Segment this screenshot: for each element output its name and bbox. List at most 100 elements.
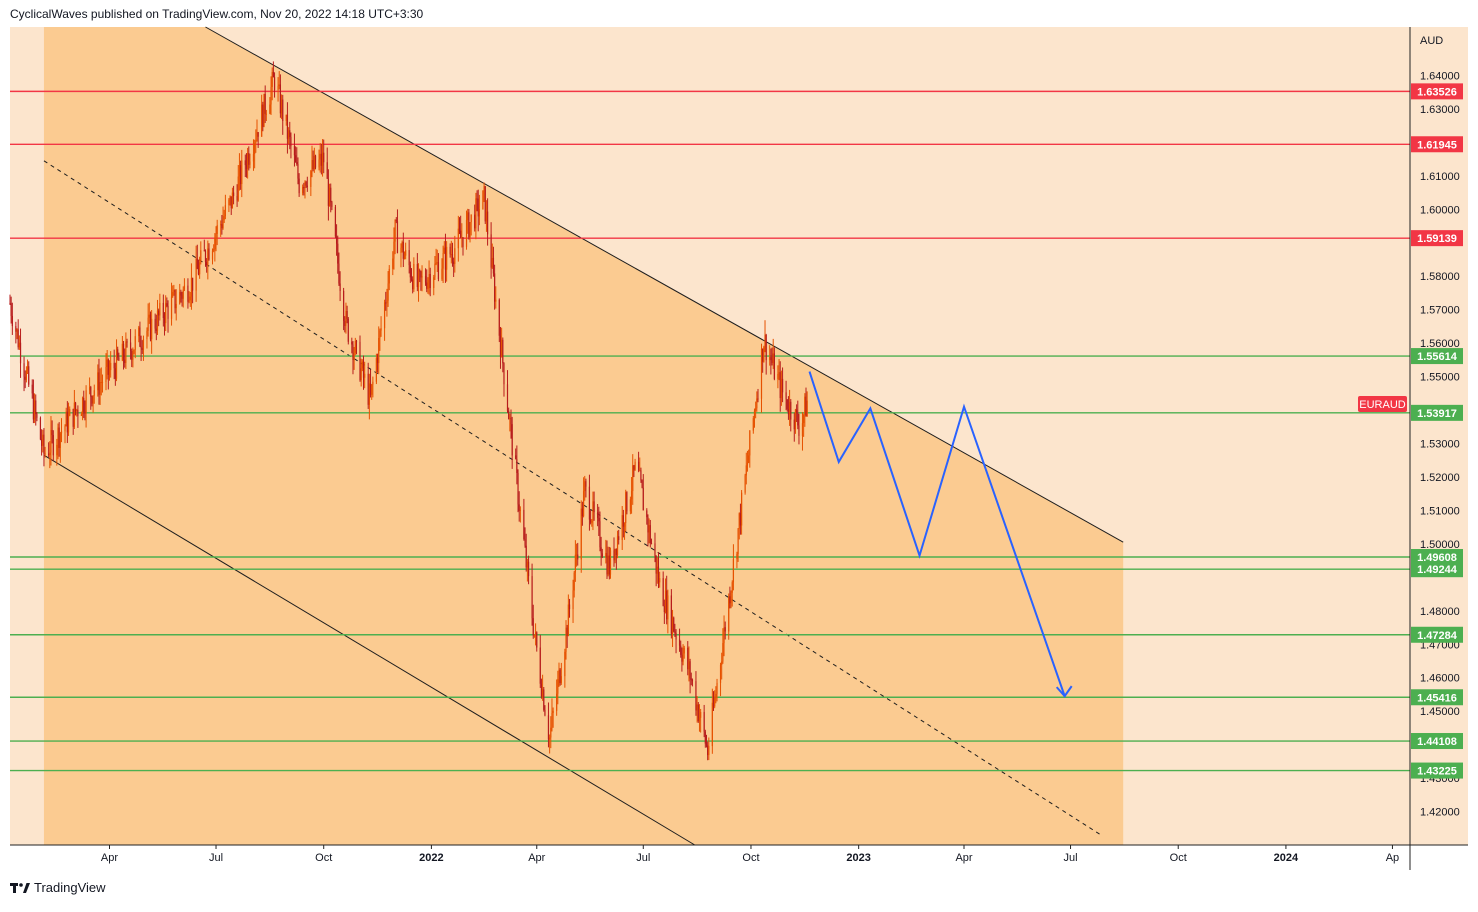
- candle-body: [328, 187, 331, 206]
- candle-body: [608, 555, 610, 575]
- candle-body: [74, 402, 77, 412]
- candle-body: [451, 254, 454, 262]
- candle-body: [648, 525, 650, 533]
- footer-brand-label: TradingView: [34, 880, 106, 895]
- candle-body: [524, 539, 526, 546]
- candle-body: [755, 408, 757, 411]
- candle-body: [32, 393, 35, 420]
- candle-body: [371, 384, 373, 395]
- candle-body: [9, 303, 11, 305]
- candle-body: [265, 113, 267, 115]
- support-price-badge: [1411, 549, 1463, 566]
- candle-body: [536, 632, 538, 648]
- candle-body: [97, 372, 99, 391]
- candle-body: [129, 342, 132, 352]
- candle-body: [331, 202, 333, 207]
- time-tick-label: Oct: [1170, 852, 1187, 864]
- tradingview-logo-icon: [10, 881, 30, 895]
- candle-body: [361, 361, 363, 369]
- candle-body: [339, 283, 341, 291]
- candle-body: [772, 353, 774, 363]
- footer-brand[interactable]: TradingView: [10, 880, 106, 895]
- candle-body: [637, 461, 640, 471]
- candle-body: [682, 653, 684, 662]
- candle-body: [117, 349, 119, 358]
- candle-body: [771, 360, 773, 363]
- candle-body: [344, 320, 346, 326]
- candle-body: [91, 396, 93, 404]
- candle-body: [245, 165, 248, 170]
- axes: [10, 27, 1468, 870]
- candle-body: [788, 401, 791, 415]
- time-tick-label: Oct: [742, 852, 759, 864]
- candle-body: [51, 430, 53, 436]
- candle-body: [206, 261, 208, 266]
- price-tick-label: 1.55000: [1420, 372, 1460, 384]
- candle-body: [223, 216, 225, 220]
- candle-body: [470, 214, 472, 223]
- candle-body: [319, 153, 321, 160]
- candle-body: [688, 661, 690, 670]
- candle-body: [683, 647, 685, 654]
- candle-body: [149, 314, 152, 340]
- candle-body: [256, 132, 258, 141]
- candle-body: [81, 397, 84, 415]
- candle-body: [289, 130, 291, 137]
- candle-body: [446, 246, 448, 270]
- candle-body: [211, 250, 214, 260]
- channel-lines[interactable]: [43, 26, 1124, 846]
- candle-body: [369, 383, 372, 395]
- candle-body: [368, 383, 370, 405]
- candle-body: [428, 274, 430, 281]
- candle-body: [647, 517, 649, 533]
- symbol-badge[interactable]: EURAUD: [1358, 396, 1407, 412]
- candle-body: [41, 439, 43, 446]
- candle-body: [796, 409, 798, 413]
- candle-body: [343, 290, 345, 321]
- candle-body: [515, 455, 517, 460]
- candle-body: [724, 627, 726, 632]
- support-price-badge-label: 1.49608: [1417, 552, 1457, 564]
- candle-body: [159, 302, 161, 316]
- candle-body: [670, 595, 672, 634]
- forecast-path[interactable]: [808, 371, 1073, 698]
- candle-body: [64, 426, 66, 432]
- candle-body: [675, 632, 677, 640]
- candle-body: [254, 143, 256, 155]
- candle-body: [15, 326, 17, 332]
- candle-body: [765, 334, 767, 361]
- candle-body: [495, 299, 497, 302]
- candle-body: [435, 262, 437, 264]
- candle-body: [517, 472, 519, 505]
- candle-body: [756, 398, 758, 409]
- candle-body: [484, 186, 486, 222]
- candle-body: [134, 336, 136, 350]
- candle-body: [777, 373, 779, 380]
- candle-body: [108, 370, 111, 375]
- support-price-badge-label: 1.49244: [1417, 564, 1458, 576]
- candle-body: [101, 381, 104, 383]
- candle-body: [625, 492, 627, 524]
- candle-body: [494, 273, 496, 302]
- candle-body: [444, 247, 447, 270]
- horizontal-levels[interactable]: [10, 90, 1410, 772]
- support-price-badge-label: 1.55614: [1417, 351, 1458, 363]
- support-price-badge-label: 1.45416: [1417, 692, 1457, 704]
- candle-body: [39, 417, 42, 440]
- candle-body: [592, 501, 594, 521]
- price-tick-label: 1.53000: [1420, 439, 1460, 451]
- candle-body: [417, 270, 420, 288]
- candle-body: [231, 192, 234, 209]
- candle-body: [84, 411, 86, 414]
- candle-body: [674, 631, 676, 633]
- candle-body: [270, 86, 272, 105]
- candle-body: [531, 576, 533, 619]
- candle-body: [26, 366, 29, 371]
- candle-body: [654, 543, 656, 556]
- candle-body: [731, 582, 733, 593]
- candle-body: [83, 397, 85, 412]
- candle-body: [90, 387, 92, 397]
- candle-body: [375, 358, 377, 382]
